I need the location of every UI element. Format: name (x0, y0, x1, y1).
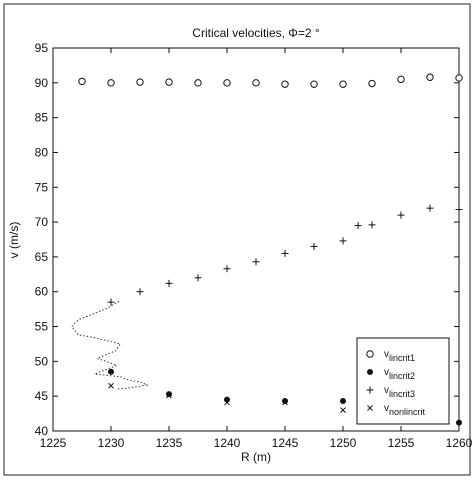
y-tick-label: 75 (35, 180, 49, 194)
data-point-lincrit1 (78, 77, 86, 86)
x-tick-label: 1235 (156, 436, 183, 450)
x-tick-label: 1250 (330, 436, 357, 450)
data-point-lincrit1 (136, 78, 144, 86)
data-point-lincrit2 (340, 398, 346, 405)
y-tick-label: 55 (35, 320, 49, 334)
y-tick-label: 85 (35, 111, 49, 125)
data-point-lincrit3 (426, 204, 434, 212)
series-lincrit1 (78, 73, 463, 88)
data-point-lincrit1 (426, 73, 434, 81)
data-point-lincrit3 (194, 274, 202, 282)
data-point-lincrit1 (310, 80, 318, 88)
data-point-lincrit1 (194, 79, 202, 87)
data-point-lincrit3 (107, 298, 115, 306)
legend-marker-lincrit3 (366, 386, 374, 394)
data-point-lincrit1 (397, 75, 405, 84)
data-point-lincrit1 (223, 79, 231, 87)
x-tick-labels: 1225 1230 1235 1240 1245 1250 1255 1260 (40, 436, 473, 450)
data-point-lincrit1 (107, 79, 115, 87)
data-point-lincrit3 (455, 206, 463, 214)
data-point-lincrit3 (368, 221, 376, 229)
legend-label-nonlincrit: vnonlincrit (384, 403, 426, 417)
y-axis-label: v (m/s) (7, 222, 21, 259)
x-tick-label: 1240 (214, 436, 241, 450)
data-point-lincrit3 (281, 249, 289, 257)
data-point-lincrit3 (354, 222, 362, 230)
x-tick-label: 1245 (272, 436, 299, 450)
data-point-lincrit1 (339, 80, 347, 88)
data-point-lincrit1 (252, 79, 260, 87)
x-tick-label: 1255 (388, 436, 415, 450)
data-point-lincrit2 (456, 419, 462, 426)
x-axis-label: R (m) (241, 450, 271, 464)
y-tick-label: 65 (35, 250, 49, 264)
data-point-lincrit3 (165, 279, 173, 287)
y-tick-label: 80 (35, 145, 49, 159)
y-tick-label: 60 (35, 285, 49, 299)
series-lincrit3 (107, 204, 463, 306)
series-nonlincrit (108, 382, 346, 413)
legend-label-lincrit1: vlincrit1 (384, 349, 415, 363)
plot-area (52, 47, 460, 432)
y-tick-labels: 40 45 50 55 60 65 70 75 80 85 90 95 (35, 41, 49, 438)
data-point-lincrit2 (166, 391, 172, 398)
x-tick-label: 1230 (98, 436, 125, 450)
y-tick-label: 50 (35, 354, 49, 368)
figure-border (3, 3, 471, 476)
y-tick-label: 45 (35, 389, 49, 403)
x-tick-label: 1260 (446, 436, 473, 450)
legend-label-lincrit3: vlincrit3 (384, 385, 415, 399)
data-point-nonlincrit (166, 392, 172, 399)
data-point-nonlincrit (108, 382, 114, 389)
data-point-nonlincrit (340, 407, 346, 413)
data-point-lincrit1 (281, 80, 289, 88)
data-point-lincrit3 (223, 265, 231, 273)
data-point-lincrit1 (165, 78, 173, 86)
data-point-lincrit1 (368, 79, 376, 88)
legend: vlincrit1 vlincrit2 vlincrit3 vnonlincrit (356, 337, 450, 425)
legend-label-lincrit2: vlincrit2 (384, 367, 415, 381)
chart-title: Critical velocities, Φ=2 ° (192, 26, 320, 40)
axis-ticks (52, 47, 460, 432)
y-tick-label: 40 (35, 424, 49, 438)
data-point-nonlincrit (224, 399, 230, 406)
data-point-lincrit2 (108, 368, 114, 375)
data-point-nonlincrit (282, 399, 288, 406)
y-tick-label: 70 (35, 215, 49, 229)
x-tick-label: 1225 (40, 436, 67, 450)
y-tick-label: 95 (35, 41, 49, 55)
legend-marker-lincrit2 (367, 369, 373, 375)
legend-items: vlincrit1 vlincrit2 vlincrit3 vnonlincrit (366, 349, 426, 417)
data-point-lincrit3 (310, 242, 318, 250)
data-point-lincrit2 (282, 398, 288, 405)
series-markers (78, 73, 463, 426)
data-point-lincrit3 (339, 237, 347, 245)
data-point-lincrit3 (252, 258, 260, 266)
data-point-lincrit1 (455, 74, 463, 82)
y-tick-label: 90 (35, 76, 49, 90)
data-point-lincrit3 (136, 288, 144, 296)
legend-marker-nonlincrit (367, 405, 373, 411)
data-point-lincrit3 (397, 211, 405, 219)
legend-marker-lincrit1 (366, 350, 374, 358)
